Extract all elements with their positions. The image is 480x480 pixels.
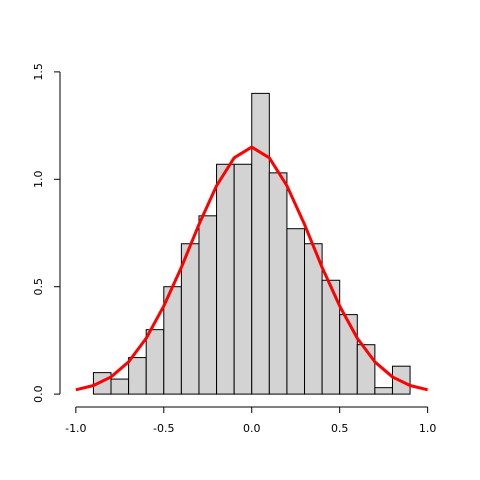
bar (216, 163, 235, 395)
bar (304, 243, 323, 395)
bar (145, 329, 165, 395)
x-tick-label: -0.5 (153, 422, 174, 435)
x-tick-label: 0.0 (243, 422, 261, 435)
bar (374, 387, 393, 395)
bar (251, 92, 270, 395)
x-tick-label: 1.0 (419, 422, 437, 435)
y-tick-label: 1.0 (32, 171, 45, 189)
y-tick-label: 0.0 (32, 385, 45, 403)
bar (110, 378, 130, 395)
bar (180, 243, 200, 395)
bar (339, 314, 358, 395)
density-curve (75, 145, 429, 392)
bar (198, 215, 218, 395)
bar (233, 163, 253, 395)
y-tick-label: 1.5 (32, 63, 45, 81)
x-tick-label: -1.0 (65, 422, 86, 435)
bar (286, 228, 306, 395)
x-tick-label: 0.5 (331, 422, 349, 435)
bar (268, 172, 288, 395)
bar (128, 357, 147, 395)
y-tick-label: 0.5 (32, 278, 45, 296)
